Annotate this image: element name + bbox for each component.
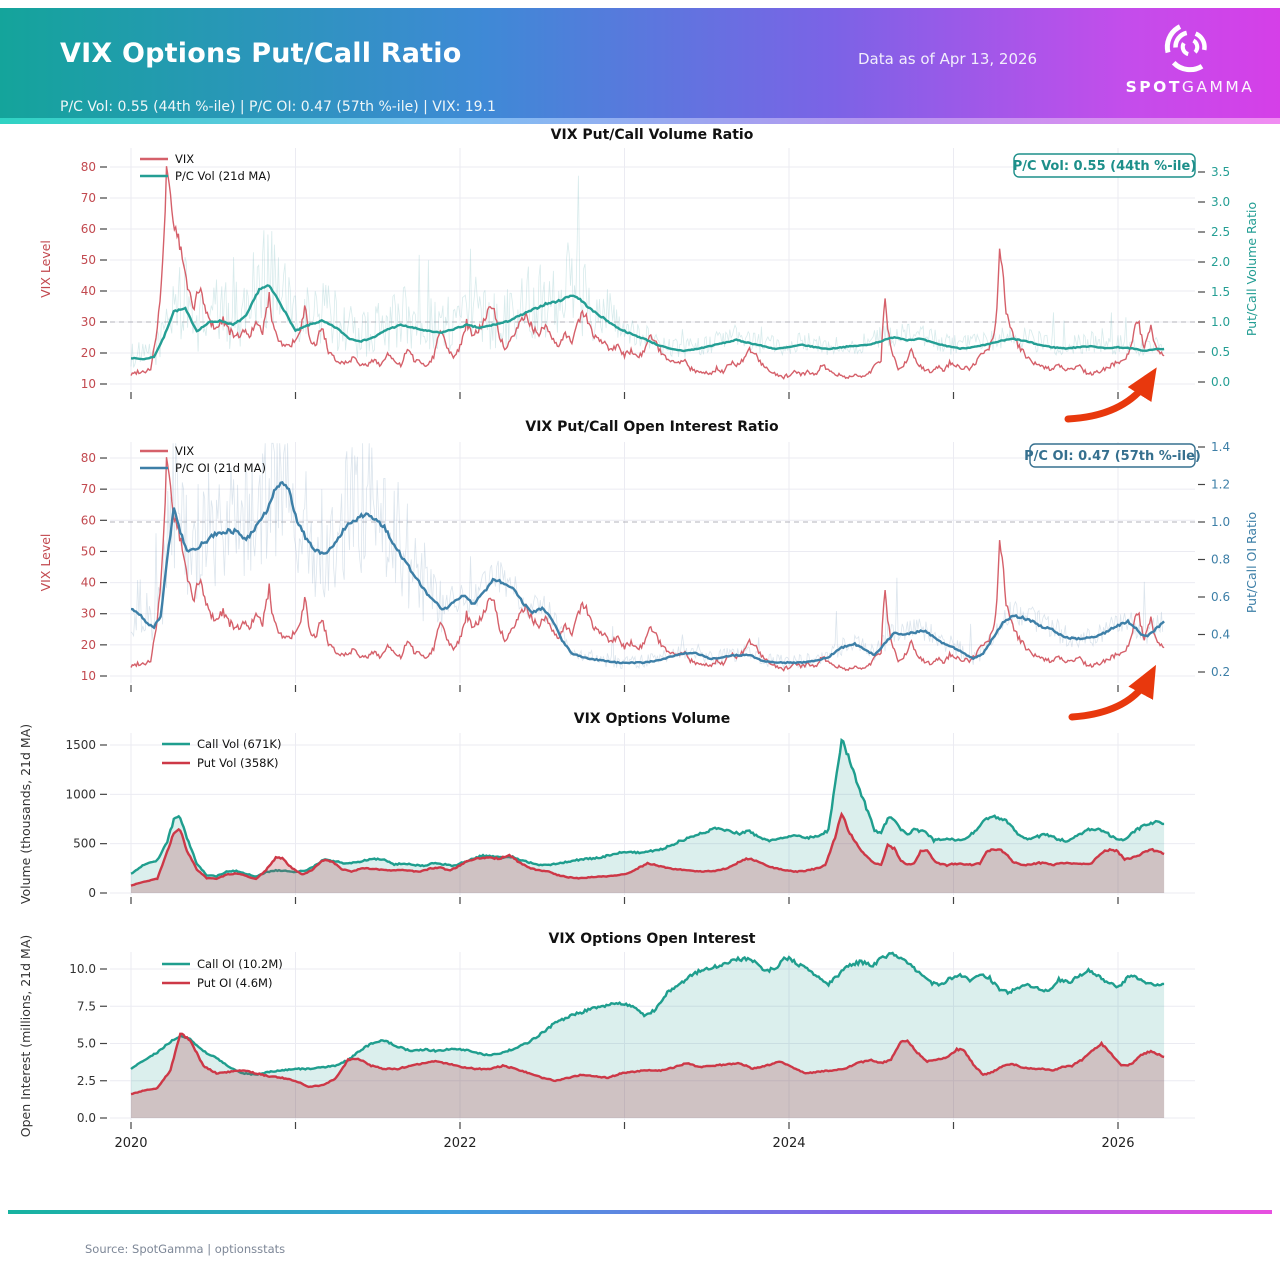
legend-label: Put OI (4.6M) [197,976,272,990]
legend-label: Call Vol (671K) [197,737,281,751]
wordmark-gamma: GAMMA [1181,78,1255,96]
left-tick-label: 60 [81,222,96,236]
left-tick-label: 5.0 [77,1037,96,1051]
pc-oi-ma-series [130,481,1165,665]
left-tick-label: 1000 [65,787,96,801]
left-tick-label: 50 [81,253,96,267]
x-tick-label: 2020 [114,1136,147,1151]
right-tick-label: 0.6 [1211,590,1230,604]
put-area [131,1033,1165,1118]
chart-vix-put-call-open-interest-ratio: VIX Put/Call Open Interest Ratio 10 20 30 40… [38,419,1259,721]
call-area [131,740,1165,893]
spotgamma-wordmark: SPOTGAMMA [1110,78,1270,96]
data-as-of-label: Data as of Apr 13, 2026 [858,50,1038,68]
annotation-box [1013,153,1196,178]
right-axis-label: Put/Call Volume Ratio [1244,202,1259,336]
legend-label: VIX [175,152,194,166]
annotation-text: P/C OI: 0.47 (57th %-ile) [1024,449,1201,464]
wordmark-spot: SPOT [1125,78,1182,96]
raw-ratio-series [130,442,1164,670]
left-axis-label: VIX Level [38,534,53,592]
legend-label: VIX [175,444,194,458]
call-area [131,952,1165,1118]
chart-vix-options-volume: VIX Options Volume 0 500 1000 1500 Volume (th… [18,711,1195,904]
put-series [130,811,1165,887]
right-tick-label: 0.8 [1211,553,1230,567]
chart-title: VIX Put/Call Open Interest Ratio [525,419,779,435]
put-area [131,814,1165,893]
right-axis-label: Put/Call OI Ratio [1244,512,1259,613]
annotation-box [1029,443,1196,468]
header-banner: VIX Options Put/Call Ratio Data as of Ap… [0,8,1280,118]
right-tick-label: 3.0 [1211,195,1230,209]
chart-title: VIX Options Volume [574,711,730,727]
header-accent-strip [0,118,1280,124]
spotgamma-logo-icon [1164,21,1216,73]
call-series [130,951,1165,1076]
left-tick-label: 40 [81,576,96,590]
right-tick-label: 0.5 [1211,345,1230,359]
left-tick-label: 30 [81,315,96,329]
left-tick-label: 40 [81,284,96,298]
left-tick-label: 70 [81,191,96,205]
left-tick-label: 30 [81,607,96,621]
chart-title: VIX Options Open Interest [549,931,756,947]
legend-label: Put Vol (358K) [197,756,279,770]
call-series [130,737,1165,878]
chart-title: VIX Put/Call Volume Ratio [551,127,754,143]
left-axis-label: Open Interest (millions, 21d MA) [18,935,33,1138]
left-tick-label: 80 [81,160,96,174]
left-axis-label: Volume (thousands, 21d MA) [18,724,33,904]
legend-label: P/C OI (21d MA) [175,461,266,475]
right-tick-label: 3.5 [1211,165,1230,179]
left-tick-label: 7.5 [77,999,96,1013]
right-tick-label: 2.5 [1211,225,1230,239]
left-tick-label: 0.0 [77,1111,96,1125]
left-tick-label: 2.5 [77,1074,96,1088]
left-tick-label: 0 [88,886,96,900]
chart-vix-options-open-interest: VIX Options Open Interest 0.0 2.5 5.0 7.5 10.… [18,931,1195,1151]
left-tick-label: 10 [81,669,96,683]
right-tick-label: 0.2 [1211,665,1230,679]
right-tick-label: 1.2 [1211,478,1230,492]
right-tick-label: 0.4 [1211,628,1230,642]
left-tick-label: 60 [81,513,96,527]
spotgamma-logo: SPOTGAMMA [1110,12,1270,116]
pc-vol-ma-series [130,284,1165,361]
highlight-arrow [1064,367,1157,423]
put-series [130,1032,1165,1096]
left-tick-label: 1500 [65,738,96,752]
right-tick-label: 1.5 [1211,285,1230,299]
right-tick-label: 1.0 [1211,315,1230,329]
vix-series [130,457,1165,672]
left-tick-label: 20 [81,638,96,652]
left-tick-label: 80 [81,451,96,465]
page-title: VIX Options Put/Call Ratio [60,38,462,69]
right-tick-label: 2.0 [1211,255,1230,269]
chart-vix-put-call-volume-ratio: VIX Put/Call Volume Ratio 10 20 30 40 50 60 70 8… [38,127,1259,423]
left-tick-label: 20 [81,346,96,360]
x-tick-label: 2026 [1101,1136,1134,1151]
source-caption: Source: SpotGamma | optionsstats [85,1242,286,1256]
right-tick-label: 0.0 [1211,375,1230,389]
legend-label: P/C Vol (21d MA) [175,169,271,183]
left-tick-label: 70 [81,482,96,496]
footer-accent-line [8,1210,1272,1214]
annotation-text: P/C Vol: 0.55 (44th %-ile) [1013,159,1197,174]
left-tick-label: 10 [81,377,96,391]
left-axis-label: VIX Level [38,240,53,298]
right-tick-label: 1.0 [1211,515,1230,529]
highlight-arrow [1068,664,1156,721]
left-tick-label: 500 [73,837,96,851]
left-tick-label: 50 [81,544,96,558]
left-tick-label: 10.0 [69,962,96,976]
x-tick-label: 2022 [443,1136,476,1151]
x-tick-label: 2024 [772,1136,805,1151]
legend-label: Call OI (10.2M) [197,957,283,971]
right-tick-label: 1.4 [1211,440,1230,454]
header-subtitle: P/C Vol: 0.55 (44th %-ile) | P/C OI: 0.4… [60,99,496,115]
